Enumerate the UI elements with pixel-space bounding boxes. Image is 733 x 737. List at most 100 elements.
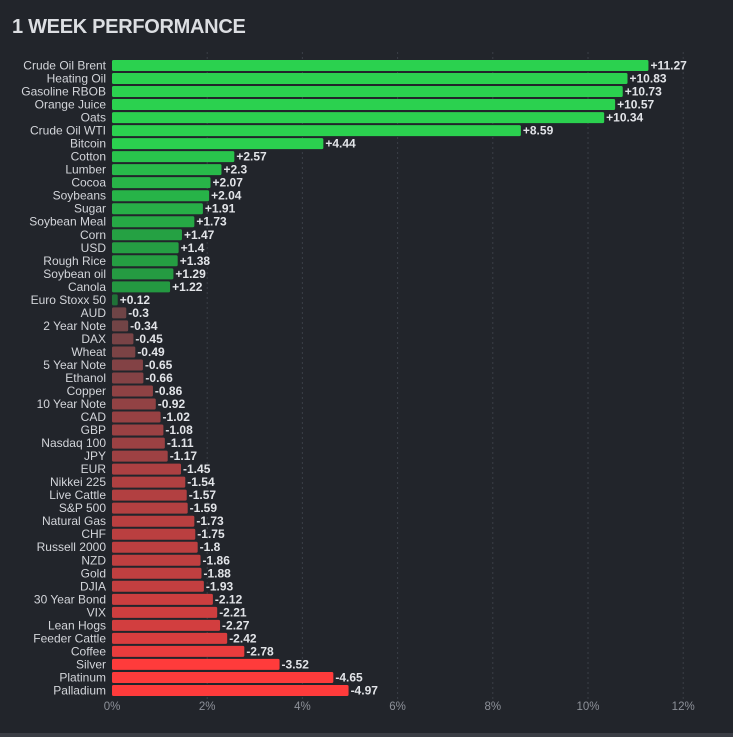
category-label: JPY	[84, 449, 106, 463]
category-label: Wheat	[71, 345, 106, 359]
bar	[112, 606, 218, 618]
bar	[112, 541, 198, 553]
bar	[112, 528, 196, 540]
value-label: -1.54	[187, 475, 215, 489]
value-label: -1.17	[170, 449, 198, 463]
bar	[112, 320, 129, 332]
bar	[112, 489, 187, 501]
bar	[112, 385, 153, 397]
bar	[112, 138, 324, 150]
bar	[112, 164, 222, 176]
value-label: -1.57	[189, 488, 217, 502]
category-label: Rough Rice	[43, 254, 106, 268]
value-label: -2.42	[229, 631, 257, 645]
grid-lines	[206, 52, 684, 700]
value-label: -1.08	[165, 423, 193, 437]
category-label: DJIA	[80, 579, 106, 593]
bar	[112, 333, 134, 345]
value-label: +2.3	[223, 163, 247, 177]
value-label: -0.49	[137, 345, 165, 359]
x-tick-label: 12%	[672, 701, 695, 713]
bar	[112, 645, 245, 657]
value-label: -1.59	[190, 501, 218, 515]
value-label: -0.92	[158, 397, 186, 411]
bar	[112, 450, 168, 462]
value-label: +10.34	[606, 111, 643, 125]
value-label: +0.12	[120, 293, 151, 307]
bar	[112, 554, 201, 566]
bar	[112, 86, 623, 98]
category-label: Platinum	[59, 670, 106, 684]
value-label: +1.91	[205, 202, 236, 216]
bar	[112, 632, 228, 644]
value-label: +1.29	[175, 267, 206, 281]
bar	[112, 359, 143, 371]
x-tick-label: 4%	[294, 701, 311, 713]
category-label: S&P 500	[59, 501, 106, 515]
bar	[112, 307, 127, 319]
category-label: Canola	[68, 280, 106, 294]
category-label: Crude Oil Brent	[23, 59, 106, 73]
category-label: 2 Year Note	[43, 319, 106, 333]
category-label: NZD	[81, 553, 106, 567]
category-label: Silver	[76, 657, 106, 671]
value-label: -1.02	[163, 410, 191, 424]
value-label: -4.97	[351, 683, 379, 697]
bars-group	[112, 60, 649, 696]
bar	[112, 411, 161, 423]
category-label: CHF	[81, 527, 106, 541]
value-label: -0.66	[145, 371, 173, 385]
bar	[112, 242, 179, 254]
value-label: -2.12	[215, 592, 243, 606]
bar	[112, 567, 202, 579]
value-label: -1.93	[206, 579, 234, 593]
value-label: -1.8	[200, 540, 221, 554]
category-label: AUD	[81, 306, 107, 320]
category-label: Gasoline RBOB	[21, 85, 106, 99]
x-tick-label: 10%	[576, 701, 599, 713]
bar	[112, 281, 171, 293]
category-label: 5 Year Note	[43, 358, 106, 372]
category-label: Sugar	[74, 202, 106, 216]
value-label: -1.11	[167, 436, 194, 450]
bar	[112, 255, 178, 267]
category-label: Russell 2000	[37, 540, 107, 554]
category-label: Corn	[80, 228, 106, 242]
value-label: -2.27	[222, 618, 250, 632]
value-label: -3.52	[282, 657, 310, 671]
category-label: Feeder Cattle	[33, 631, 106, 645]
value-label: +1.22	[172, 280, 203, 294]
value-label: +1.47	[184, 228, 215, 242]
value-label: +2.57	[236, 150, 267, 164]
value-label: +8.59	[523, 124, 554, 138]
bar	[112, 268, 174, 280]
bar	[112, 398, 156, 410]
bar	[112, 684, 349, 696]
category-label: Crude Oil WTI	[30, 124, 106, 138]
value-label: -1.73	[196, 514, 224, 528]
value-label: +1.73	[196, 215, 227, 229]
category-label: Cocoa	[71, 176, 106, 190]
value-label: +2.07	[213, 176, 244, 190]
bar	[112, 125, 521, 137]
category-label: Copper	[67, 384, 106, 398]
value-label: -1.75	[197, 527, 225, 541]
bar	[112, 229, 182, 241]
category-label: Lean Hogs	[48, 618, 106, 632]
category-label: Heating Oil	[47, 72, 106, 86]
bar	[112, 463, 182, 475]
bar	[112, 73, 628, 85]
x-tick-label: 2%	[199, 701, 216, 713]
x-tick-label: 0%	[104, 701, 121, 713]
bar	[112, 112, 605, 124]
value-label: +1.38	[180, 254, 211, 268]
bottom-divider	[0, 733, 733, 737]
category-label: 30 Year Bond	[34, 592, 106, 606]
category-label: 10 Year Note	[37, 397, 107, 411]
category-label: EUR	[81, 462, 107, 476]
value-label: -0.65	[145, 358, 173, 372]
bar	[112, 671, 334, 683]
category-label: GBP	[81, 423, 106, 437]
